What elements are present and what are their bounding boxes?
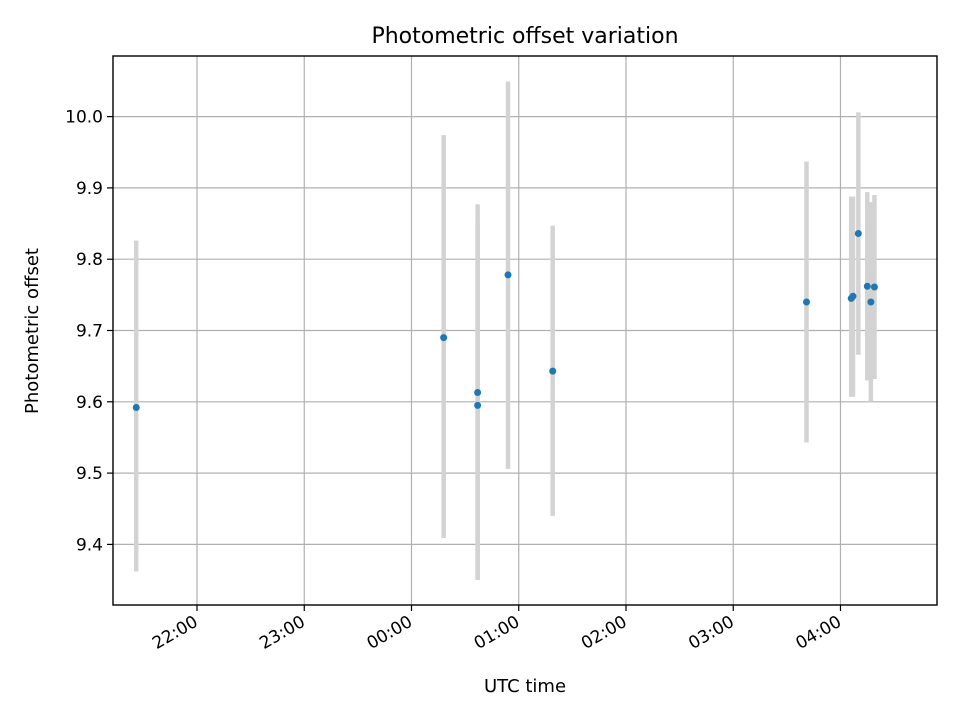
data-point — [863, 282, 871, 290]
data-point — [849, 292, 857, 300]
grid — [113, 56, 937, 605]
data-point — [504, 271, 512, 279]
chart-title: Photometric offset variation — [371, 24, 678, 49]
y-axis-label: Photometric offset — [22, 248, 43, 414]
data-point — [474, 389, 482, 397]
y-tick-label: 9.6 — [76, 393, 103, 413]
data-point — [870, 283, 878, 291]
y-axis: 9.4 9.5 9.6 9.7 9.8 9.9 10.0 — [65, 108, 113, 555]
data-point — [803, 298, 811, 306]
data-point — [440, 334, 448, 342]
y-tick-label: 9.9 — [76, 179, 103, 199]
y-tick-label: 9.8 — [76, 250, 103, 270]
data-point — [867, 298, 875, 306]
x-axis-label: UTC time — [484, 676, 566, 697]
y-tick-label: 9.4 — [76, 535, 103, 555]
data-point — [132, 404, 140, 412]
data-point — [854, 230, 862, 238]
y-tick-label: 10.0 — [65, 108, 103, 128]
data-points — [132, 230, 878, 412]
y-tick-label: 9.5 — [76, 464, 103, 484]
data-point — [549, 367, 557, 375]
data-point — [474, 401, 482, 409]
y-tick-label: 9.7 — [76, 322, 103, 342]
